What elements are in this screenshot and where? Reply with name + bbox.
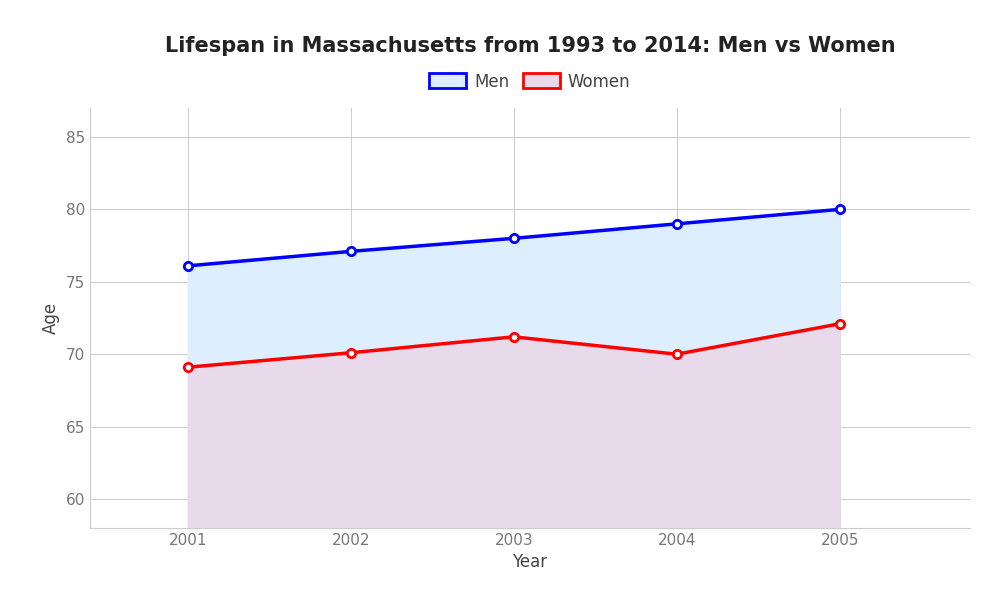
X-axis label: Year: Year bbox=[512, 553, 548, 571]
Title: Lifespan in Massachusetts from 1993 to 2014: Men vs Women: Lifespan in Massachusetts from 1993 to 2… bbox=[165, 37, 895, 56]
Y-axis label: Age: Age bbox=[42, 302, 60, 334]
Legend: Men, Women: Men, Women bbox=[423, 66, 637, 97]
